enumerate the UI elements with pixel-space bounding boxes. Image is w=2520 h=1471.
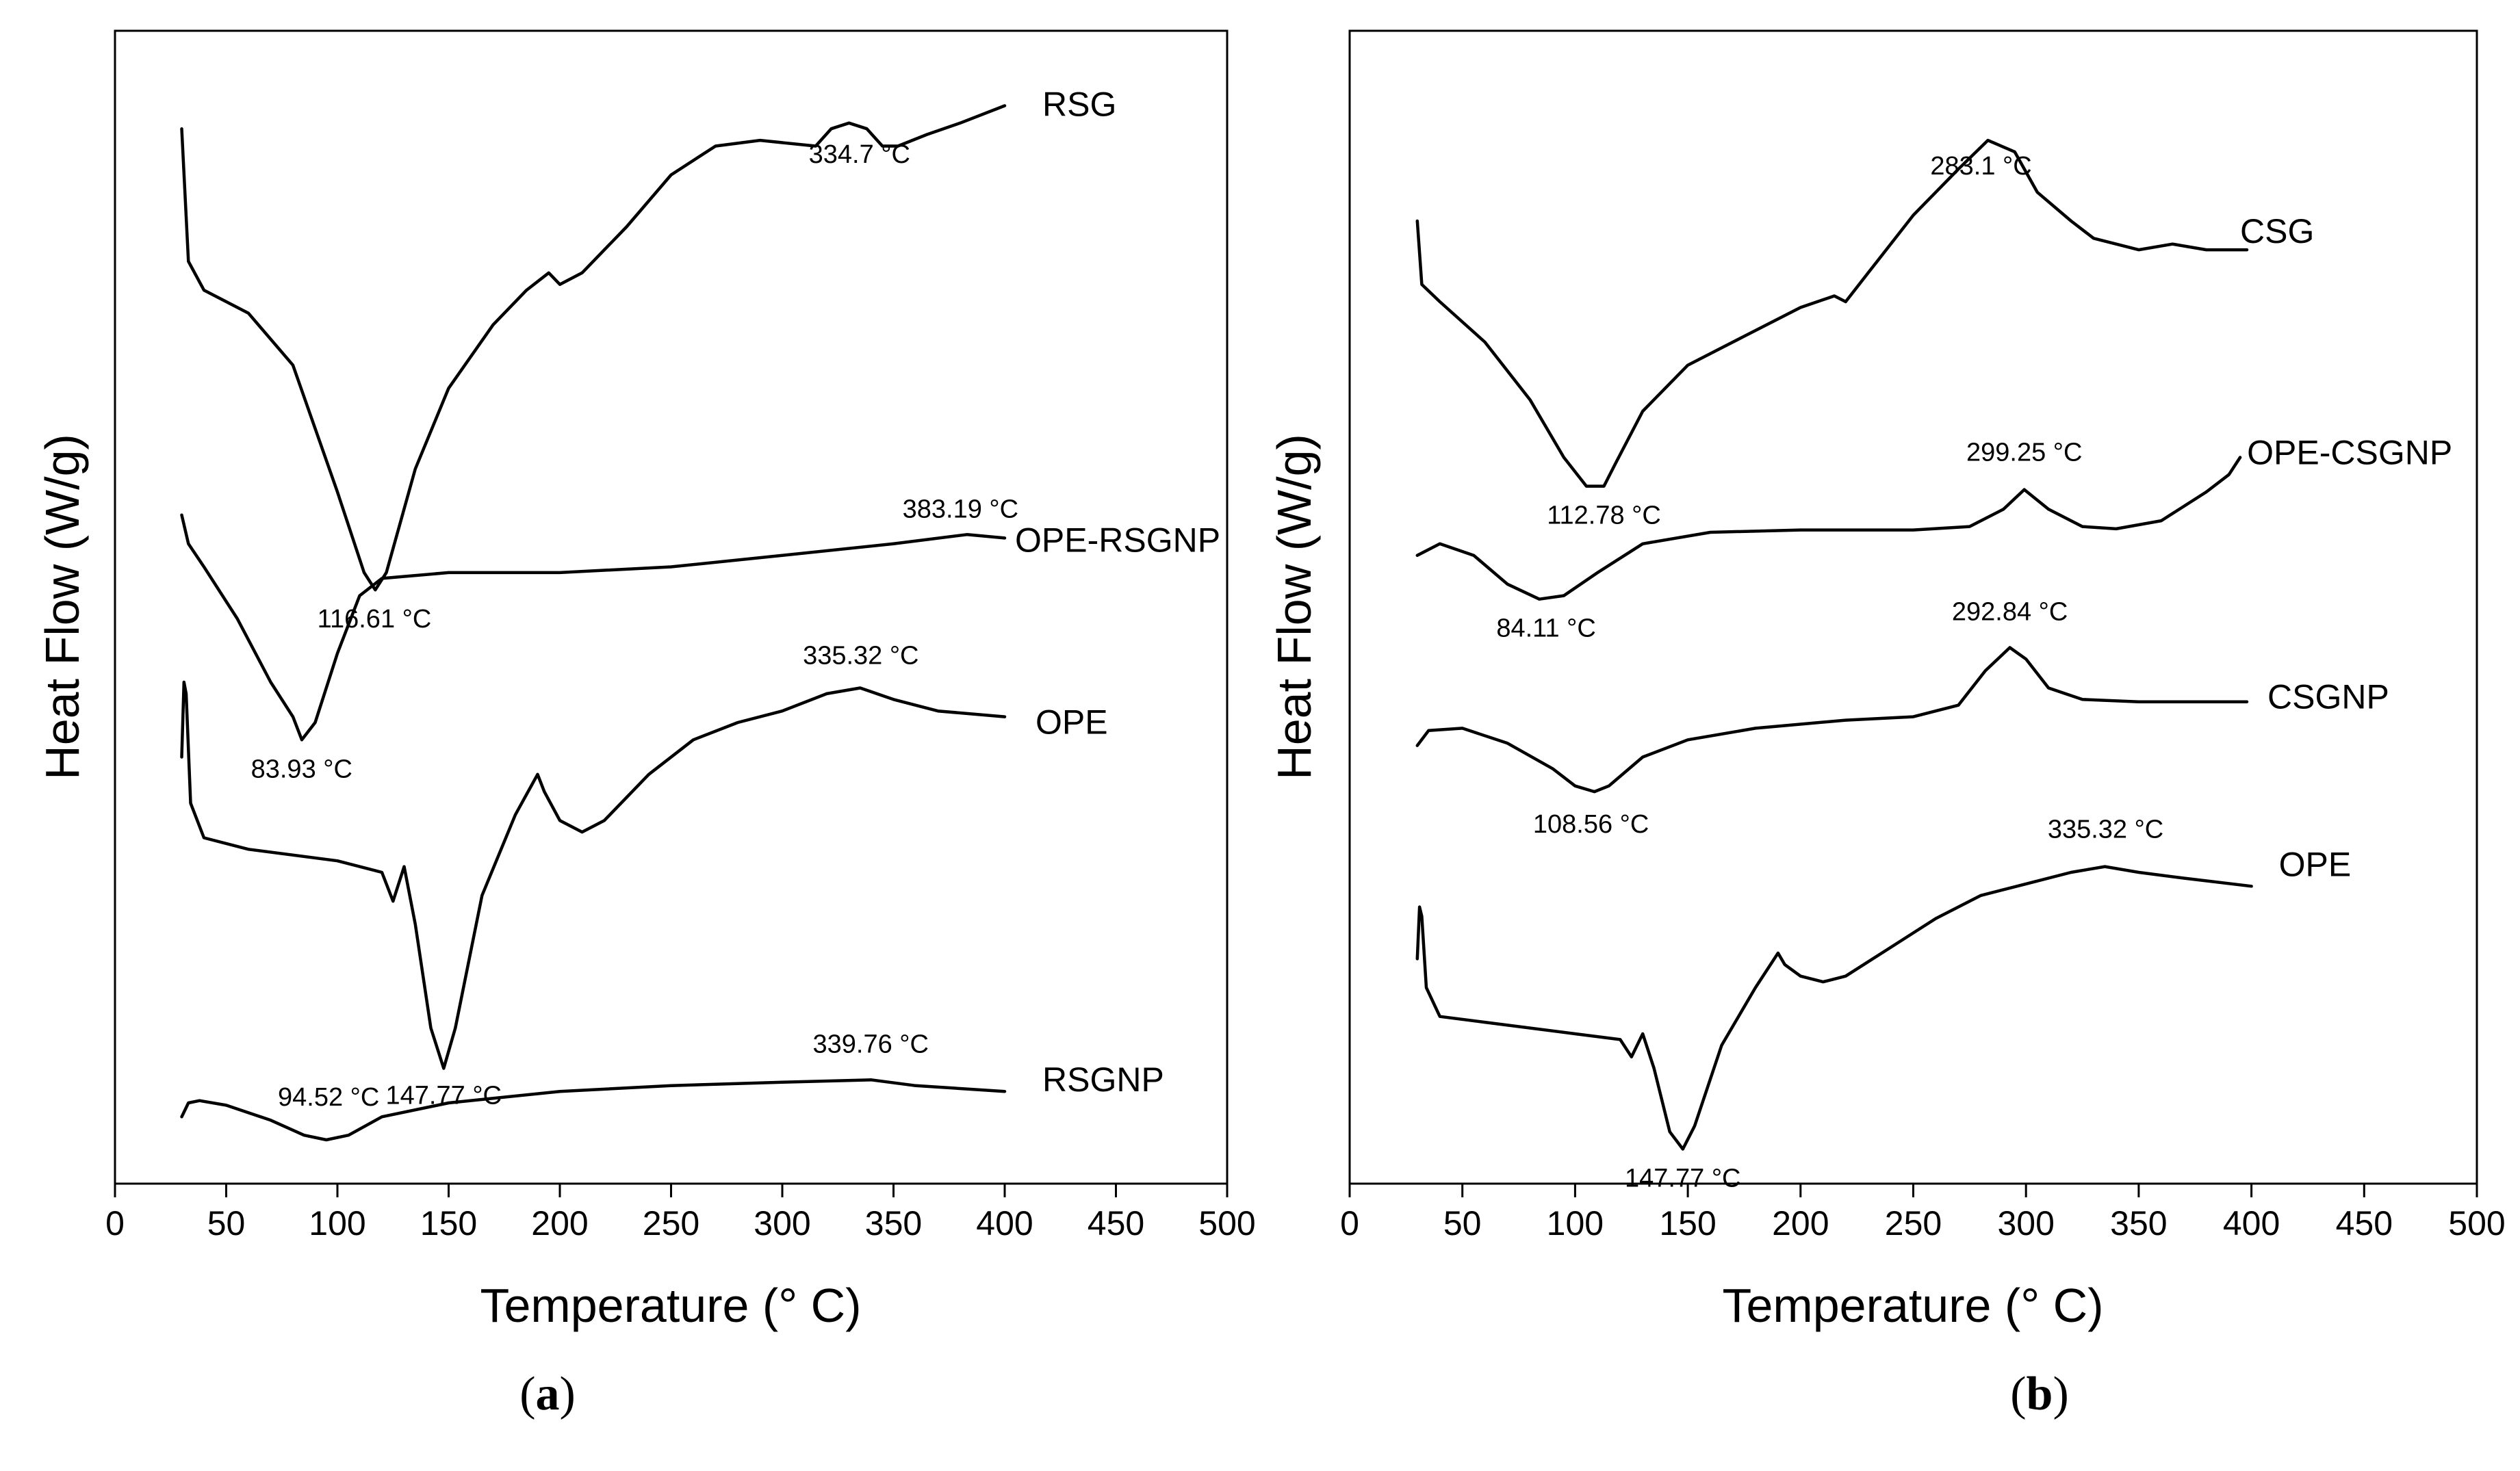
series-name-rsg: RSG [1042,86,1116,124]
peak-annotation: 84.11 °C [1496,614,1595,643]
series-name-rsgnp: RSGNP [1042,1060,1164,1099]
x-axis-ticks-a: 0 50 100 150 200 250 300 350 400 450 500 [105,1184,1256,1242]
x-tick-label: 450 [1088,1204,1144,1242]
x-tick-label: 300 [1997,1204,2054,1242]
peak-annotation: 112.78 °C [1547,502,1661,530]
x-tick-label: 350 [865,1204,922,1242]
x-tick-label: 400 [976,1204,1033,1242]
peak-annotation: 334.7 °C [809,140,910,169]
series-name-ope-rsgnp: OPE-RSGNP [1015,521,1220,559]
series-name-ope-csgnp: OPE-CSGNP [2247,433,2452,471]
x-tick-label: 300 [754,1204,810,1242]
x-tick-label: 150 [420,1204,477,1242]
y-axis-label-a: Heat Flow (W/g) [36,434,89,780]
curve-labels-b: CSG 112.78 °C 283.1 °C OPE-CSGNP 84.11 °C 299… [1496,152,2452,1193]
peak-annotation: 335.32 °C [2048,816,2163,844]
x-tick-label: 500 [2448,1204,2505,1242]
peak-annotation: 339.76 °C [813,1030,929,1058]
x-tick-label: 400 [2223,1204,2280,1242]
chart-panel-b: 0 50 100 150 200 250 300 350 400 450 500 CSG 112.78… [1268,29,2506,1420]
chart-panel-a: 0 50 100 150 200 250 300 350 400 450 500 RSG 116.61… [36,29,1256,1420]
peak-annotation: 383.19 °C [903,495,1018,523]
x-axis-label-a: Temperature (° C) [480,1279,861,1332]
series-line-rsg [180,104,1007,592]
series-line-ope [180,680,1007,1070]
panel-caption-a: (a) [519,1368,576,1420]
x-tick-label: 50 [207,1204,246,1242]
x-tick-label: 100 [1547,1204,1604,1242]
peak-annotation: 94.52 °C [278,1083,379,1112]
series-line-ope-csgnp [1415,456,2242,601]
series-line-rsgnp [180,1078,1007,1142]
x-tick-label: 0 [105,1204,125,1242]
series-name-ope: OPE [2279,845,2352,883]
series-line-csgnp [1415,646,2249,794]
peak-annotation: 335.32 °C [803,641,918,670]
panel-caption-b: (b) [2010,1368,2069,1420]
series-line-ope-rsgnp [180,513,1007,742]
peak-annotation: 116.61 °C [318,605,432,634]
series-line-csg [1415,138,2249,488]
x-axis-ticks-b: 0 50 100 150 200 250 300 350 400 450 500 [1340,1184,2506,1242]
x-tick-label: 50 [1443,1204,1482,1242]
x-tick-label: 450 [2336,1204,2393,1242]
x-tick-label: 150 [1659,1204,1716,1242]
peak-annotation: 147.77 °C [386,1082,502,1110]
x-tick-label: 500 [1198,1204,1255,1242]
x-axis-label-b: Temperature (° C) [1722,1279,2103,1332]
x-tick-label: 200 [531,1204,588,1242]
peak-annotation: 147.77 °C [1625,1164,1740,1193]
peak-annotation: 299.25 °C [1966,439,2082,467]
panel-letter-a: a [536,1368,560,1420]
curves-a [180,104,1007,1142]
x-tick-label: 250 [1885,1204,1942,1242]
x-tick-label: 200 [1772,1204,1829,1242]
x-tick-label: 350 [2110,1204,2167,1242]
peak-annotation: 292.84 °C [1952,597,2068,626]
series-name-csg: CSG [2240,212,2314,250]
peak-annotation: 83.93 °C [251,755,352,783]
x-tick-label: 100 [309,1204,365,1242]
y-axis-label-b: Heat Flow (W/g) [1268,434,1321,780]
x-tick-label: 250 [643,1204,699,1242]
peak-annotation: 283.1 °C [1930,152,2031,181]
series-name-ope: OPE [1036,703,1108,742]
series-line-ope [1415,865,2253,1151]
peak-annotation: 108.56 °C [1533,810,1649,839]
curve-labels-a: RSG 116.61 °C 334.7 °C OPE-RSGNP 83.93 °C 383… [251,86,1220,1112]
curves-b [1415,138,2253,1151]
series-name-csgnp: CSGNP [2267,678,2389,716]
panel-letter-b: b [2027,1368,2053,1420]
x-tick-label: 0 [1340,1204,1359,1242]
